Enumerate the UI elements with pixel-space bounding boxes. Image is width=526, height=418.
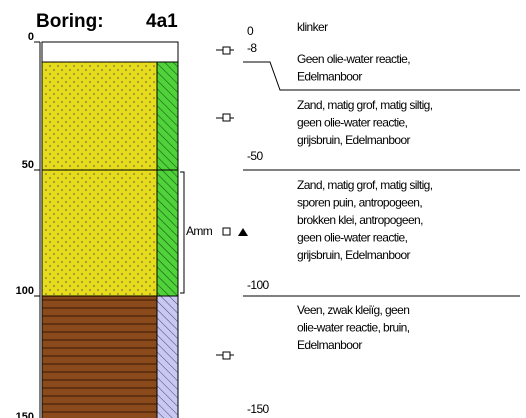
layer-borders xyxy=(243,61,520,297)
depth-label: -150 xyxy=(247,402,270,416)
depth-label: -100 xyxy=(247,278,270,292)
layer-description: geen olie-water reactie, xyxy=(297,231,408,245)
layer-description: klinker xyxy=(297,20,328,34)
depth-tick-label: 50 xyxy=(22,159,34,171)
sample-bracket xyxy=(180,171,231,294)
layer-description: brokken klei, antropogeen, xyxy=(297,213,423,227)
water-marker xyxy=(238,228,248,236)
layer-description: Zand, matig grof, matig siltig, xyxy=(297,98,433,112)
layer-description: Geen olie-water reactie, xyxy=(297,52,410,66)
title: Boring: xyxy=(36,11,104,32)
column xyxy=(39,41,179,418)
sample-markers xyxy=(216,46,234,360)
boring-id: 4a1 xyxy=(146,11,178,32)
layer-description: sporen puin, antropogeen, xyxy=(297,196,422,210)
sample-label: Amm xyxy=(186,224,213,238)
depth-label: 0 xyxy=(247,24,254,38)
layer-description: grijsbruin, Edelmanboor xyxy=(297,133,411,147)
layer-description: grijsbruin, Edelmanboor xyxy=(297,248,411,262)
layer-description: Zand, matig grof, matig siltig, xyxy=(297,178,433,192)
depth-label: -50 xyxy=(247,149,263,163)
layer-description: geen olie-water reactie, xyxy=(297,116,408,130)
layer-description: Edelmanboor xyxy=(297,70,362,84)
layer-description: Edelmanboor xyxy=(297,338,362,352)
layer-description: Veen, zwak kleiïg, geen xyxy=(297,303,409,317)
layer-description: olie-water reactie, bruin, xyxy=(297,321,410,335)
depth-tick-label: 100 xyxy=(16,285,34,297)
depth-tick-label: 150 xyxy=(16,411,34,418)
depth-label: -8 xyxy=(247,41,257,55)
depth-tick-label: 0 xyxy=(28,31,34,43)
